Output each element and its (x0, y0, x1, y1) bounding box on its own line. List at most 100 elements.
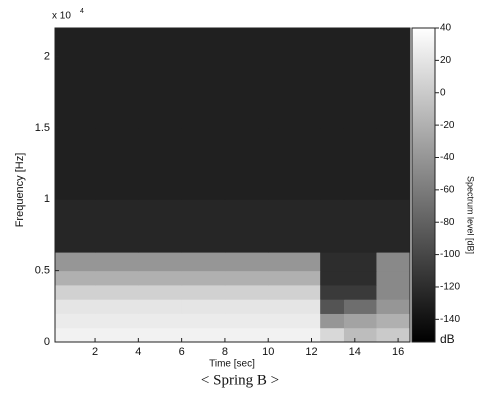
x-tick-label: 2 (92, 346, 98, 358)
cell (138, 252, 183, 272)
cell (95, 28, 139, 129)
cell (343, 270, 377, 286)
colorbar-tick-label: 40 (440, 23, 452, 34)
cell (320, 28, 345, 129)
cell (343, 199, 377, 253)
cell (343, 299, 377, 314)
cell (268, 252, 321, 272)
cell (268, 28, 321, 129)
y-axis-label: Frequency [Hz] (14, 153, 26, 228)
cell (320, 199, 345, 253)
cell (268, 299, 321, 314)
cell (224, 299, 269, 314)
cell (95, 327, 139, 342)
cell (224, 28, 269, 129)
cell (138, 313, 183, 329)
y-tick-label: 2 (44, 50, 50, 62)
cell (376, 199, 410, 253)
y-tick-label: 0 (44, 336, 50, 348)
cell (224, 270, 269, 286)
cell (224, 327, 269, 342)
cell (181, 28, 226, 129)
cell (138, 28, 183, 129)
cell (376, 299, 410, 314)
cell (376, 127, 410, 200)
cell (320, 270, 345, 286)
cell (268, 199, 321, 253)
cell (55, 127, 96, 200)
cell (343, 252, 377, 272)
cell (343, 284, 377, 300)
cell (224, 199, 269, 253)
cell (55, 199, 96, 253)
plot-frame (54, 27, 411, 343)
x-tick-label: 14 (349, 346, 361, 358)
colorbar-tick-label: -80 (440, 217, 455, 228)
cell (55, 28, 96, 129)
cell (343, 127, 377, 200)
x-tick-label: 12 (305, 346, 317, 358)
cell (95, 284, 139, 300)
cell (268, 327, 321, 342)
cell (224, 127, 269, 200)
cell (320, 299, 345, 314)
cell (138, 299, 183, 314)
cell (320, 252, 345, 272)
colorbar-tick-label: -40 (440, 152, 455, 163)
cell (320, 327, 345, 342)
colorbar-tick-label: -20 (440, 120, 455, 131)
cell (95, 252, 139, 272)
cell (55, 327, 96, 342)
cell (55, 299, 96, 314)
cell (55, 313, 96, 329)
cell (181, 284, 226, 300)
cell (268, 313, 321, 329)
cell (138, 327, 183, 342)
cell (181, 313, 226, 329)
cell (376, 284, 410, 300)
spectrogram (55, 28, 410, 342)
cell (376, 28, 410, 129)
colorbar-label: Spectrum level [dB] (466, 176, 476, 254)
cell (181, 299, 226, 314)
x-tick-label: 10 (262, 346, 274, 358)
cell (181, 252, 226, 272)
cell (95, 127, 139, 200)
cell (138, 270, 183, 286)
cell (138, 284, 183, 300)
colorbar-unit: dB (440, 332, 455, 346)
cell (224, 252, 269, 272)
cell (138, 127, 183, 200)
cell (343, 327, 377, 342)
x-tick-label: 8 (222, 346, 228, 358)
cell (343, 28, 377, 129)
cell (224, 313, 269, 329)
cell (376, 270, 410, 286)
y-tick-label: 0.5 (35, 265, 50, 277)
y-multiplier-exponent: 4 (80, 8, 84, 15)
cell (95, 313, 139, 329)
caption: < Spring B > (201, 372, 279, 388)
cell (55, 284, 96, 300)
cell (55, 270, 96, 286)
x-tick-label: 16 (392, 346, 404, 358)
cell (95, 299, 139, 314)
cell (343, 313, 377, 329)
cell (320, 284, 345, 300)
colorbar-tick-label: -100 (440, 249, 460, 260)
cell (55, 252, 96, 272)
colorbar-tick-label: 20 (440, 55, 452, 66)
colorbar-tick-label: 0 (440, 87, 446, 98)
y-multiplier: x 10 (52, 11, 71, 22)
cell (320, 313, 345, 329)
cell (376, 313, 410, 329)
cell (181, 127, 226, 200)
cell (268, 284, 321, 300)
cell (268, 127, 321, 200)
colorbar-tick-label: -140 (440, 314, 460, 325)
cell (320, 127, 345, 200)
x-tick-label: 6 (179, 346, 185, 358)
x-axis-label: Time [sec] (209, 359, 255, 370)
y-tick-label: 1.5 (35, 122, 50, 134)
